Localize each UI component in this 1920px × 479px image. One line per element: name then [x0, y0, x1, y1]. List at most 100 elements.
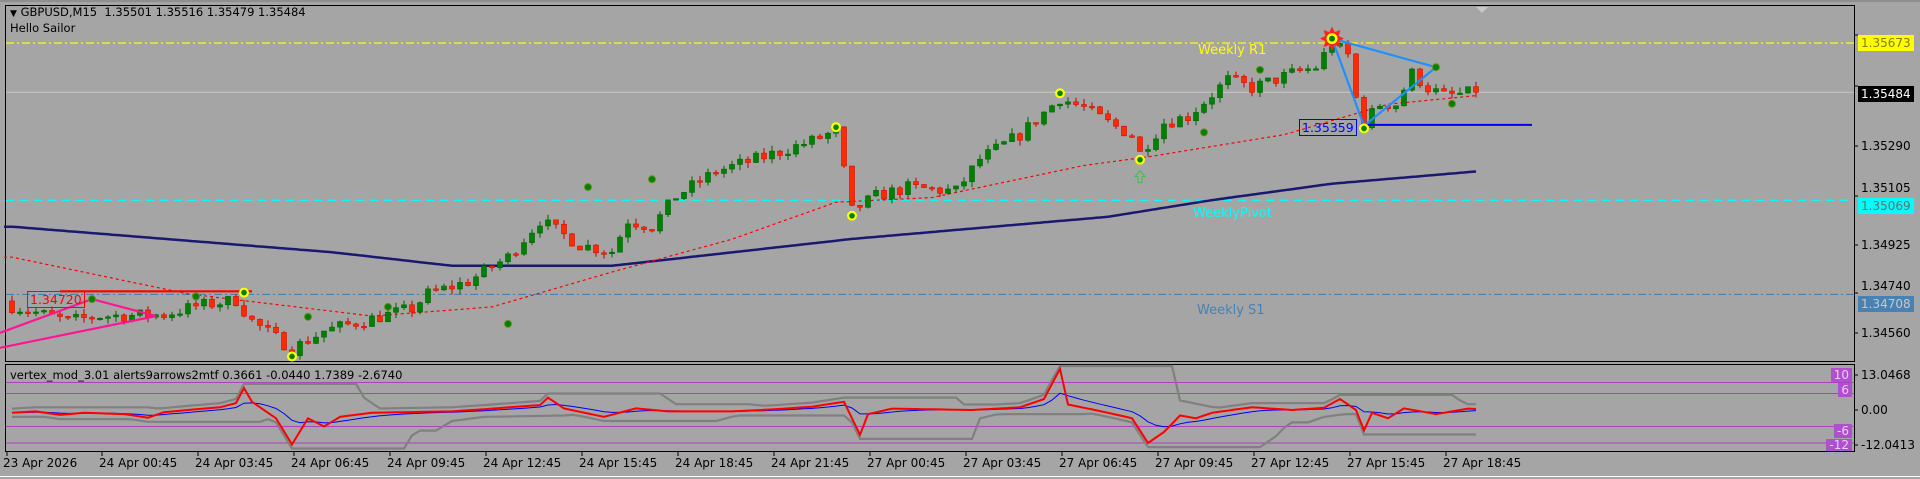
chart-subtitle: Hello Sailor — [10, 21, 76, 35]
bull-candle — [177, 313, 183, 316]
bull-candle — [1065, 101, 1071, 105]
bull-candle — [369, 315, 375, 327]
bear-candle — [601, 252, 607, 255]
bear-candle — [9, 300, 15, 313]
main-plot-frame — [5, 5, 1855, 362]
bull-candle — [481, 265, 487, 278]
time-axis-label: 24 Apr 06:45 — [291, 456, 370, 470]
bear-candle — [361, 326, 367, 329]
bear-candle — [305, 341, 311, 344]
bear-candle — [1249, 82, 1255, 93]
bear-candle — [1113, 119, 1119, 127]
bear-candle — [713, 172, 719, 175]
time-axis-label: 24 Apr 00:45 — [99, 456, 178, 470]
pivot-levels — [6, 42, 1854, 296]
bull-candle — [1305, 68, 1311, 71]
bear-candle — [777, 150, 783, 156]
bull-candle — [809, 135, 815, 145]
bull-candle — [529, 232, 535, 243]
bull-candle — [1057, 103, 1063, 107]
bull-candle — [217, 304, 223, 308]
bull-candle — [657, 214, 663, 232]
time-axis-label: 27 Apr 06:45 — [1059, 456, 1138, 470]
signal-dot-icon — [1137, 156, 1143, 163]
bear-candle — [1233, 75, 1239, 78]
moving-averages — [4, 95, 1477, 317]
slow-moving-average-line — [4, 170, 1477, 268]
bull-candle — [313, 336, 319, 344]
bull-candle — [457, 282, 463, 290]
green-dot-icon — [1200, 128, 1208, 137]
bull-candle — [865, 195, 871, 208]
indicator-values: 0.3661 -0.0440 1.7389 -2.6740 — [222, 368, 403, 382]
bull-candle — [1217, 84, 1223, 98]
green-dot-icon — [192, 292, 200, 301]
chart-legend: ▼ GBPUSD,M15 1.35501 1.35516 1.35479 1.3… — [10, 5, 306, 21]
bull-candle — [1209, 97, 1215, 105]
bull-candle — [33, 311, 39, 314]
time-axis-label: 27 Apr 00:45 — [867, 456, 946, 470]
indicator-level-10-tag: 10 — [1830, 368, 1852, 382]
indicator-zero-label: 0.00 — [1861, 403, 1888, 417]
bull-candle — [105, 316, 111, 319]
bull-candle — [297, 341, 303, 356]
bull-candle — [753, 152, 759, 163]
resistance-price-label[interactable]: 1.34720 — [27, 291, 85, 308]
bull-candle — [873, 190, 879, 197]
weekly-r1-label: Weekly R1 — [1198, 43, 1267, 58]
green-dot-icon — [1256, 65, 1264, 74]
bear-candle — [1185, 116, 1191, 122]
indicator-level-neg12-tag: -12 — [1826, 439, 1852, 451]
time-axis-label: 27 Apr 12:45 — [1251, 456, 1330, 470]
bull-candle — [793, 144, 799, 155]
bear-candle — [265, 325, 271, 328]
bear-candle — [1425, 85, 1431, 93]
bear-candle — [345, 321, 351, 325]
green-dot-icon — [584, 183, 592, 192]
bull-candle — [545, 219, 551, 227]
indicator-name: vertex_mod_3.01 alerts9arrows2mtf — [10, 368, 219, 382]
bear-candle — [57, 313, 63, 317]
signal-dot-icon — [289, 353, 295, 360]
bull-candle — [41, 310, 47, 313]
support-price-label[interactable]: 1.35359 — [1299, 119, 1357, 136]
bear-candle — [1273, 77, 1279, 84]
weekly-r1-price-tag: 1.35673 — [1858, 35, 1914, 51]
green-dot-icon — [648, 175, 656, 184]
green-dot-icon — [1432, 63, 1440, 72]
fast-moving-average-line — [4, 95, 1477, 317]
price-axis-tick: 1.34925 — [1861, 238, 1911, 252]
green-dot-icon — [504, 319, 512, 328]
bull-candle — [169, 314, 175, 318]
bull-candle — [625, 223, 631, 238]
zigzag-triangle-pink — [0, 297, 157, 349]
bull-candle — [521, 242, 527, 255]
bull-candle — [321, 330, 327, 338]
bear-candle — [249, 315, 255, 320]
bull-candle — [825, 132, 831, 139]
weekly-s1-label: Weekly S1 — [1197, 303, 1265, 318]
bull-candle — [441, 285, 447, 291]
bear-candle — [25, 311, 31, 314]
bear-candle — [1353, 53, 1359, 98]
bear-candle — [881, 190, 887, 200]
time-axis-label: 27 Apr 09:45 — [1155, 456, 1234, 470]
weekly-pivot-price-tag: 1.35069 — [1858, 198, 1914, 214]
bull-candle — [401, 304, 407, 309]
signal-dot-icon — [241, 289, 247, 296]
indicator-lower-band — [12, 412, 1476, 450]
bull-candle — [617, 236, 623, 253]
bull-candle — [993, 143, 999, 150]
bear-candle — [633, 223, 639, 228]
shift-marker-icon[interactable] — [1476, 7, 1488, 13]
indicator-plot — [6, 364, 1854, 450]
bull-candle — [505, 253, 511, 263]
bear-candle — [513, 253, 519, 256]
bull-candle — [1201, 103, 1207, 113]
bear-candle — [1105, 113, 1111, 121]
bull-candle — [769, 150, 775, 160]
time-axis-label: 27 Apr 03:45 — [963, 456, 1042, 470]
collapse-triangle-icon[interactable]: ▼ — [10, 9, 17, 19]
bull-candle — [1289, 68, 1295, 73]
